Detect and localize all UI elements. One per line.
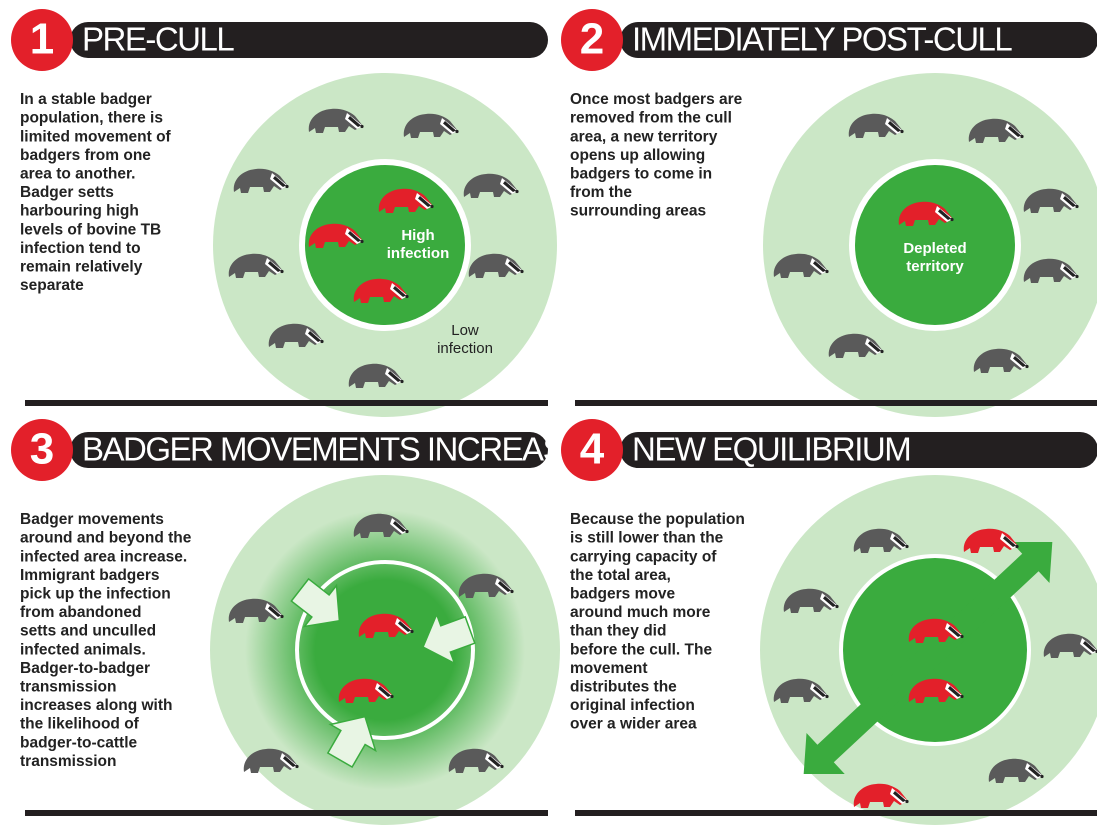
body-text: badger-to-cattle	[20, 734, 138, 751]
body-text: harbouring high	[20, 203, 139, 220]
panel-number: 3	[30, 425, 54, 474]
divider	[575, 810, 1097, 816]
infographic: 1 PRE-CULL In a stable badger population, t…	[0, 0, 1097, 838]
panel-number: 4	[580, 425, 605, 474]
divider	[575, 400, 1097, 406]
body-text: area to another.	[20, 165, 135, 182]
body-text: remain relatively	[20, 258, 143, 275]
body-text: around much more	[570, 604, 711, 621]
panel-title: NEW EQUILIBRIUM	[632, 431, 910, 468]
divider	[25, 810, 548, 816]
body-text: around and beyond the	[20, 530, 192, 547]
body-text: from abandoned	[20, 604, 141, 621]
body-text: than they did	[570, 623, 666, 640]
area-label: infection	[387, 245, 450, 262]
divider	[25, 400, 548, 406]
body-text: over a wider area	[570, 716, 697, 733]
body-text: removed from the cull	[570, 110, 732, 127]
body-text: Badger setts	[20, 184, 114, 201]
body-text: Immigrant badgers	[20, 567, 160, 584]
area-label: Low	[451, 322, 479, 339]
body-text: Once most badgers are	[570, 91, 743, 108]
body-text: transmission	[20, 678, 116, 695]
body-text: levels of bovine TB	[20, 221, 161, 238]
area-label: infection	[437, 340, 493, 357]
body-text: population, there is	[20, 110, 163, 127]
body-text: badgers to come in	[570, 165, 712, 182]
body-text: surrounding areas	[570, 203, 706, 220]
body-text: transmission	[20, 753, 116, 770]
body-text: badgers from one	[20, 147, 151, 164]
area-label: Depleted	[903, 240, 966, 257]
body-text: original infection	[570, 697, 695, 714]
body-text: the total area,	[570, 567, 671, 584]
body-text: infected animals.	[20, 641, 146, 658]
body-text: carrying capacity of	[570, 548, 717, 565]
area-label: High	[401, 227, 434, 244]
area-label: territory	[906, 258, 964, 275]
body-text: before the cull. The	[570, 641, 712, 658]
body-text: increases along with	[20, 697, 172, 714]
panel-title: BADGER MOVEMENTS INCREASE	[82, 431, 584, 468]
body-text: area, a new territory	[570, 128, 718, 145]
body-text: distributes the	[570, 678, 677, 695]
body-text: setts and unculled	[20, 623, 156, 640]
body-text: pick up the infection	[20, 585, 171, 602]
body-text: the likelihood of	[20, 716, 140, 733]
body-text: is still lower than the	[570, 530, 724, 547]
body-text: movement	[570, 660, 648, 677]
body-text: limited movement of	[20, 128, 172, 145]
body-text: infected area increase.	[20, 548, 187, 565]
panel-number: 2	[580, 15, 604, 64]
glow	[245, 510, 525, 790]
body-text: In a stable badger	[20, 91, 152, 108]
panel-title: IMMEDIATELY POST-CULL	[632, 21, 1012, 58]
panel-number: 1	[30, 15, 54, 64]
body-text: from the	[570, 184, 632, 201]
body-text: Badger-to-badger	[20, 660, 150, 677]
body-text: Because the population	[570, 511, 745, 528]
body-text: opens up allowing	[570, 147, 705, 164]
body-text: badgers move	[570, 585, 675, 602]
body-text: infection tend to	[20, 240, 141, 257]
body-text: separate	[20, 277, 84, 294]
panel-title: PRE-CULL	[82, 21, 234, 58]
body-text: Badger movements	[20, 511, 164, 528]
